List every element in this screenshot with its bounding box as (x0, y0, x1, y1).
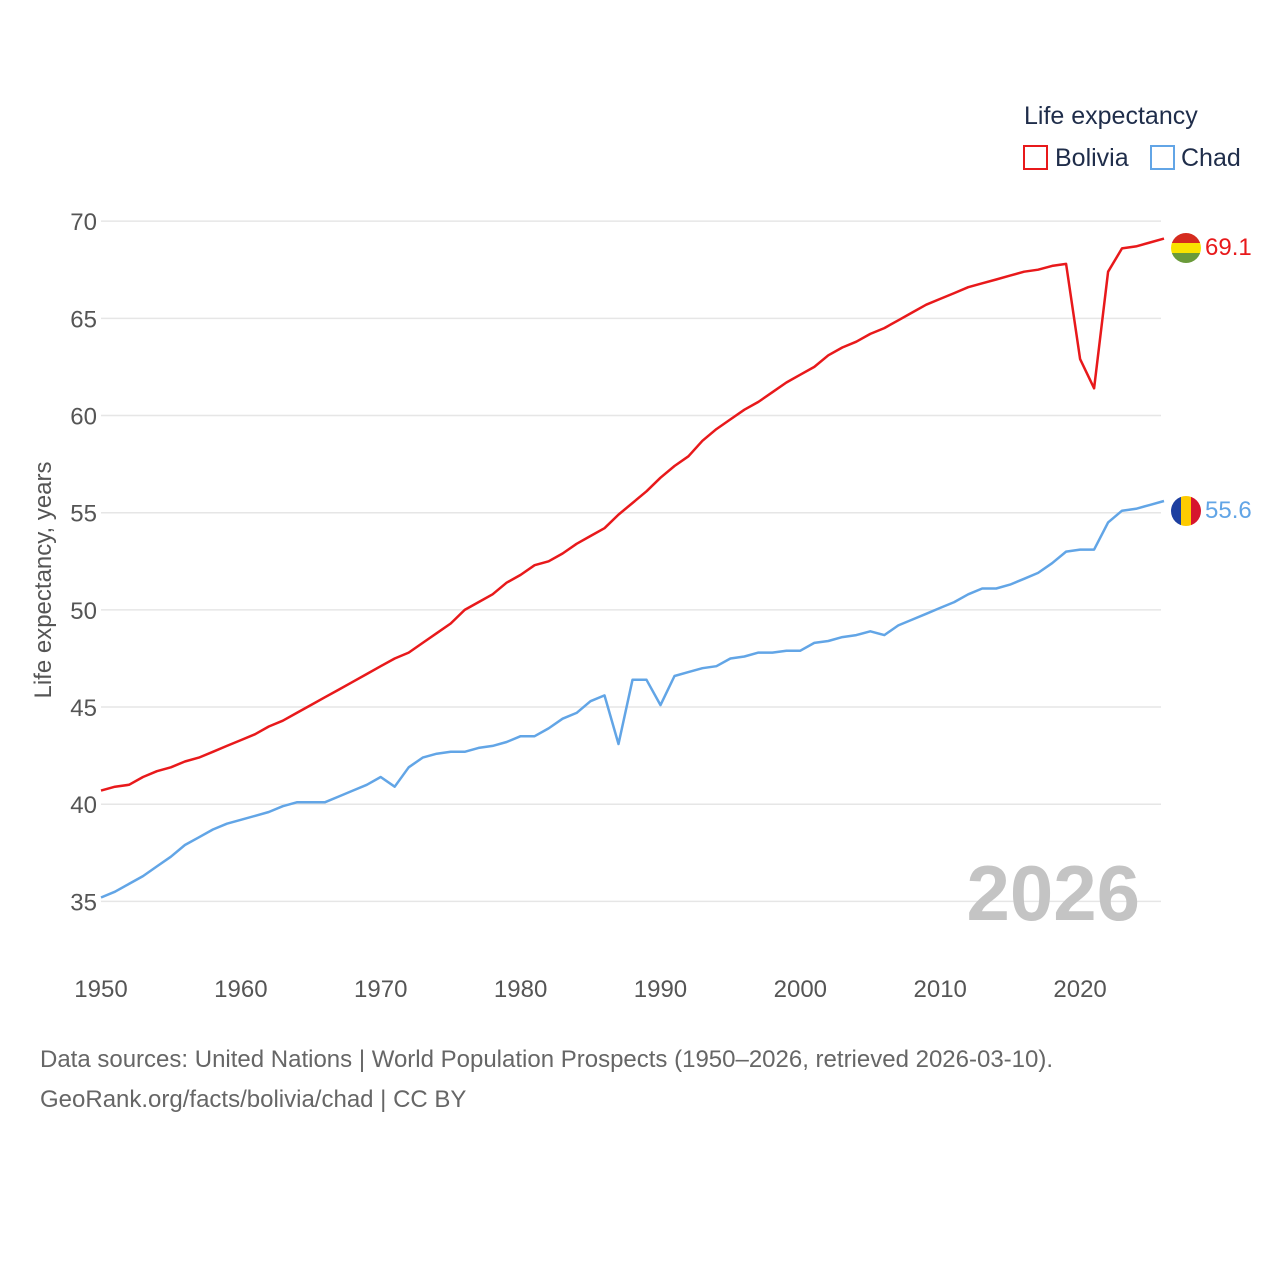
y-axis-title: Life expectancy, years (30, 461, 57, 698)
x-tick-label: 1980 (494, 976, 547, 1003)
end-label-bolivia: 69.1 (1205, 234, 1252, 261)
x-axis-ticks: 1950 1960 1970 1980 1990 2000 2010 2020 (74, 976, 1106, 1003)
grid-lines (101, 220, 1161, 903)
y-tick-label: 50 (70, 598, 97, 625)
series-lines (100, 237, 1165, 899)
credit-line[interactable]: GeoRank.org/facts/bolivia/chad | CC BY (40, 1086, 467, 1113)
y-tick-label: 65 (70, 306, 97, 333)
y-tick-label: 70 (70, 209, 97, 236)
y-tick-label: 55 (70, 501, 97, 528)
legend-swatch-bolivia (1023, 145, 1048, 170)
legend-label-bolivia: Bolivia (1055, 144, 1129, 172)
x-tick-label: 2010 (914, 976, 967, 1003)
y-tick-label: 40 (70, 792, 97, 819)
series-line-bolivia[interactable] (100, 237, 1165, 792)
x-tick-label: 1990 (634, 976, 687, 1003)
legend-item-chad[interactable]: Chad (1150, 144, 1241, 172)
chad-flag-icon (1171, 496, 1201, 526)
bolivia-flag-icon (1171, 233, 1201, 263)
x-tick-label: 2000 (774, 976, 827, 1003)
legend: Life expectancy Bolivia Chad (1023, 102, 1241, 172)
x-tick-label: 1970 (354, 976, 407, 1003)
legend-swatch-chad (1150, 145, 1175, 170)
end-label-chad: 55.6 (1205, 497, 1252, 524)
x-tick-label: 1950 (74, 976, 127, 1003)
legend-title: Life expectancy (1024, 102, 1198, 130)
year-watermark: 2026 (966, 849, 1140, 937)
y-tick-label: 45 (70, 695, 97, 722)
y-tick-label: 60 (70, 404, 97, 431)
source-note: Data sources: United Nations | World Pop… (40, 1040, 1240, 1120)
x-tick-label: 2020 (1053, 976, 1106, 1003)
x-tick-label: 1960 (214, 976, 267, 1003)
source-line: Data sources: United Nations | World Pop… (40, 1046, 1054, 1073)
y-tick-label: 35 (70, 889, 97, 916)
legend-item-bolivia[interactable]: Bolivia (1023, 144, 1129, 172)
y-axis-ticks: 35 40 45 50 55 60 65 70 (70, 209, 97, 916)
legend-label-chad: Chad (1181, 144, 1241, 172)
series-line-chad[interactable] (100, 499, 1165, 899)
